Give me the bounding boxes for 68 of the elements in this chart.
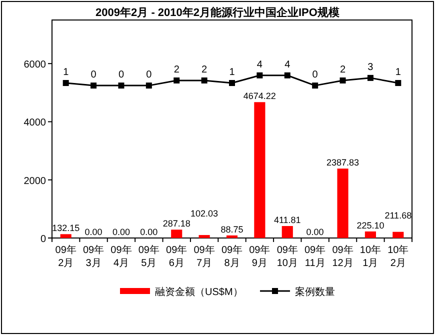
bar (60, 234, 72, 238)
data-label: 132.15 (52, 223, 80, 234)
data-label: 4 (256, 59, 263, 70)
point (118, 82, 124, 89)
data-label: 2 (202, 64, 208, 76)
x-tick-label: 09年3月 (82, 244, 104, 269)
data-label: 88.75 (220, 224, 244, 234)
x-tick-label: 09年9月 (249, 244, 270, 269)
point (395, 80, 402, 86)
data-label: 4674.22 (243, 91, 276, 102)
x-tick-label: 09年4月 (110, 244, 132, 269)
chart-title: 2009年2月 - 2010年2月能源行业中国企业IPO规模 (96, 6, 340, 19)
point (201, 77, 208, 84)
x-tick-label: 09年2月 (55, 244, 76, 269)
data-label: 0.00 (140, 227, 158, 237)
x-tick-label: 10年1月 (360, 244, 382, 269)
point (174, 77, 180, 84)
data-label: 411.81 (274, 215, 301, 226)
bar (392, 232, 404, 238)
point (229, 80, 235, 86)
data-label: 0 (90, 70, 97, 81)
x-tick-label: 09年11月 (304, 244, 326, 269)
legend-label: 融资金额（US$M） (155, 286, 243, 298)
x-tick-label: 09年12月 (332, 244, 354, 269)
bar (226, 235, 238, 238)
point (367, 74, 374, 81)
bar (171, 230, 182, 238)
point (62, 80, 69, 86)
data-label: 1 (395, 67, 402, 78)
data-label: 102.03 (190, 208, 218, 219)
point (312, 82, 318, 89)
bar (337, 168, 348, 238)
x-tick-label: 09年6月 (166, 244, 188, 269)
bar (364, 231, 376, 238)
x-tick-label: 09年5月 (138, 244, 160, 269)
point (146, 82, 152, 89)
data-label: 0 (312, 70, 318, 81)
legend-label: 案例数量 (295, 286, 335, 298)
data-label: 0.00 (84, 227, 102, 237)
data-label: 0 (118, 70, 124, 81)
x-tick-label: 09年7月 (194, 244, 215, 269)
data-label: 4 (284, 59, 291, 70)
data-label: 211.68 (384, 210, 412, 220)
bar (198, 235, 210, 238)
data-label: 1 (63, 67, 70, 78)
y-tick-label: 6000 (24, 60, 46, 71)
data-label: 1 (229, 67, 236, 78)
data-label: 2 (340, 64, 346, 76)
point (256, 72, 263, 78)
x-tick-label: 09年8月 (221, 244, 243, 269)
y-tick-label: 4000 (24, 118, 46, 129)
point (284, 72, 290, 78)
data-label: 0 (146, 70, 152, 81)
data-label: 3 (368, 62, 374, 73)
point (340, 77, 346, 84)
bar (282, 226, 293, 238)
data-label: 225.10 (356, 220, 384, 230)
data-label: 0.00 (306, 227, 324, 237)
x-tick-label: 10年2月 (388, 244, 409, 269)
y-tick-label: 2000 (24, 176, 46, 187)
data-label: 287.18 (162, 218, 190, 229)
bar (254, 102, 266, 238)
y-tick-label: 0 (40, 234, 46, 245)
point (90, 82, 97, 89)
data-label: 2387.83 (326, 158, 360, 168)
data-label: 2 (174, 64, 180, 76)
x-tick-label: 09年10月 (276, 244, 298, 269)
data-label: 0.00 (112, 227, 130, 237)
